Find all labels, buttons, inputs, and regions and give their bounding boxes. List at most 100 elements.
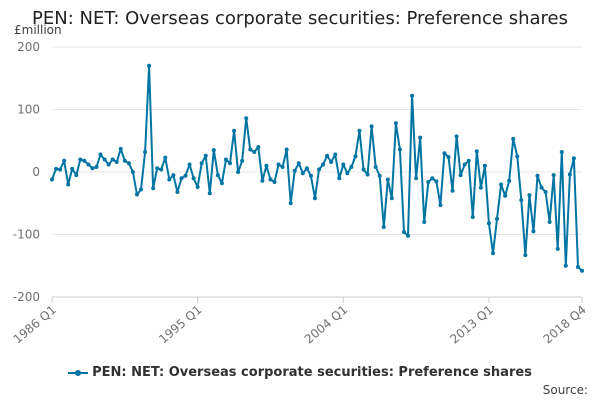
data-point[interactable] (232, 128, 237, 133)
data-point[interactable] (490, 251, 495, 256)
data-point[interactable] (345, 171, 350, 176)
data-point[interactable] (527, 193, 532, 198)
data-point[interactable] (410, 93, 415, 98)
data-point[interactable] (292, 168, 297, 173)
data-point[interactable] (503, 193, 508, 198)
data-point[interactable] (183, 173, 188, 178)
data-point[interactable] (426, 180, 431, 184)
data-point[interactable] (418, 135, 423, 140)
data-point[interactable] (458, 173, 463, 178)
data-point[interactable] (118, 146, 123, 151)
data-point[interactable] (98, 152, 103, 157)
data-point[interactable] (393, 121, 398, 126)
data-point[interactable] (90, 166, 95, 171)
data-point[interactable] (321, 162, 326, 167)
data-point[interactable] (102, 157, 107, 162)
data-point[interactable] (507, 178, 512, 183)
data-point[interactable] (373, 165, 378, 169)
data-point[interactable] (106, 162, 111, 167)
data-point[interactable] (519, 198, 524, 203)
data-point[interactable] (377, 173, 382, 178)
data-point[interactable] (389, 196, 394, 201)
data-point[interactable] (430, 176, 435, 181)
data-point[interactable] (288, 201, 293, 206)
data-point[interactable] (381, 225, 386, 229)
data-point[interactable] (207, 191, 212, 196)
data-point[interactable] (551, 173, 556, 178)
data-point[interactable] (357, 128, 362, 133)
data-point[interactable] (219, 181, 224, 186)
data-point[interactable] (325, 153, 330, 158)
data-point[interactable] (478, 185, 483, 190)
data-point[interactable] (134, 192, 139, 197)
data-point[interactable] (244, 116, 249, 121)
data-point[interactable] (304, 166, 309, 171)
data-point[interactable] (86, 162, 91, 167)
data-point[interactable] (62, 158, 67, 163)
data-point[interactable] (179, 176, 184, 181)
data-point[interactable] (397, 147, 402, 152)
data-point[interactable] (126, 161, 131, 166)
data-point[interactable] (547, 220, 552, 224)
data-point[interactable] (531, 229, 536, 234)
data-point[interactable] (341, 162, 346, 167)
data-point[interactable] (450, 188, 455, 193)
data-point[interactable] (260, 178, 265, 183)
data-point[interactable] (280, 165, 285, 169)
data-point[interactable] (499, 182, 504, 187)
data-point[interactable] (495, 216, 500, 221)
data-point[interactable] (191, 176, 196, 181)
data-point[interactable] (401, 230, 406, 234)
data-point[interactable] (268, 177, 273, 182)
data-point[interactable] (223, 157, 228, 162)
data-point[interactable] (70, 166, 75, 171)
data-point[interactable] (442, 151, 447, 156)
data-point[interactable] (555, 246, 560, 251)
data-point[interactable] (523, 253, 528, 258)
data-point[interactable] (535, 173, 540, 178)
data-point[interactable] (94, 165, 99, 169)
data-point[interactable] (434, 179, 439, 184)
data-point[interactable] (284, 147, 289, 152)
data-point[interactable] (511, 136, 516, 141)
data-point[interactable] (228, 161, 233, 166)
data-point[interactable] (559, 150, 564, 154)
data-point[interactable] (66, 182, 71, 187)
data-point[interactable] (54, 166, 59, 171)
data-point[interactable] (159, 167, 164, 172)
data-point[interactable] (369, 124, 374, 129)
data-point[interactable] (337, 176, 342, 181)
data-point[interactable] (470, 215, 475, 219)
data-point[interactable] (539, 185, 544, 190)
data-point[interactable] (151, 186, 156, 191)
data-point[interactable] (361, 167, 366, 172)
data-point[interactable] (466, 158, 471, 163)
data-point[interactable] (215, 173, 220, 178)
data-point[interactable] (199, 161, 204, 166)
data-point[interactable] (130, 170, 135, 174)
data-point[interactable] (187, 162, 192, 167)
data-point[interactable] (296, 161, 301, 166)
data-point[interactable] (567, 172, 572, 177)
data-point[interactable] (240, 158, 245, 163)
data-point[interactable] (82, 158, 87, 163)
data-point[interactable] (349, 165, 354, 169)
data-point[interactable] (58, 167, 63, 172)
data-point[interactable] (272, 180, 277, 184)
data-point[interactable] (474, 149, 479, 154)
data-point[interactable] (454, 134, 459, 139)
data-point[interactable] (329, 160, 334, 164)
data-point[interactable] (317, 167, 322, 172)
data-point[interactable] (446, 155, 451, 159)
data-point[interactable] (414, 176, 419, 181)
data-point[interactable] (422, 220, 427, 224)
data-point[interactable] (155, 166, 160, 171)
data-point[interactable] (571, 156, 576, 161)
data-point[interactable] (312, 196, 317, 201)
data-point[interactable] (580, 268, 584, 273)
data-point[interactable] (385, 177, 390, 182)
data-point[interactable] (438, 203, 443, 208)
data-point[interactable] (543, 190, 548, 194)
data-point[interactable] (110, 157, 115, 162)
data-point[interactable] (264, 163, 269, 168)
